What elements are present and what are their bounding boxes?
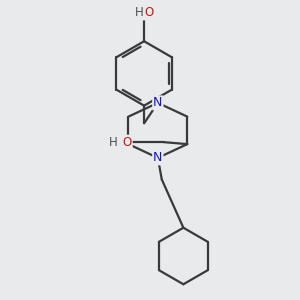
Text: O: O: [122, 136, 132, 148]
Text: O: O: [145, 7, 154, 20]
Text: H: H: [135, 7, 143, 20]
Text: N: N: [153, 96, 163, 110]
Text: H: H: [109, 136, 118, 148]
Text: N: N: [153, 152, 163, 164]
